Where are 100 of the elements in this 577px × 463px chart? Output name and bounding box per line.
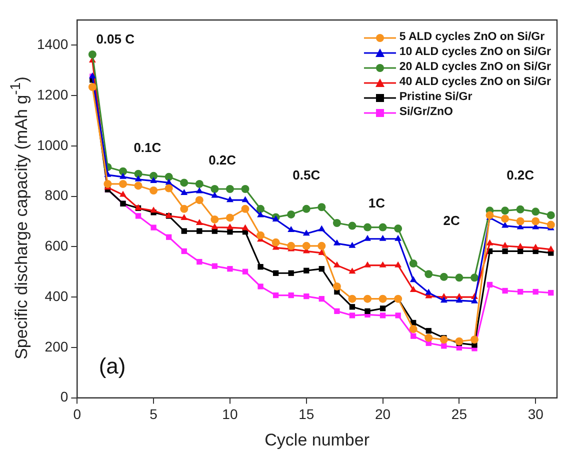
point	[272, 270, 279, 276]
point	[378, 294, 387, 303]
point	[425, 288, 432, 295]
point	[181, 228, 187, 234]
point	[134, 175, 142, 182]
point	[364, 261, 371, 268]
point	[471, 297, 478, 304]
x-tick-label: 5	[150, 406, 158, 422]
point	[302, 204, 310, 213]
annotation: (a)	[98, 354, 126, 379]
point	[181, 248, 187, 254]
point	[532, 217, 540, 226]
point	[348, 242, 356, 248]
y-tick-label: 400	[44, 288, 68, 304]
point	[501, 214, 510, 223]
point	[212, 263, 218, 269]
point	[88, 50, 96, 59]
point	[455, 337, 464, 346]
point	[424, 270, 433, 278]
point	[332, 282, 341, 290]
x-tick-label: 30	[528, 406, 544, 422]
point	[150, 206, 158, 213]
point	[486, 211, 494, 220]
point	[258, 284, 264, 290]
point	[196, 228, 202, 234]
point	[241, 185, 250, 194]
point	[380, 306, 386, 312]
point	[516, 217, 524, 226]
point	[532, 288, 538, 295]
point	[410, 286, 417, 292]
point	[364, 294, 372, 303]
point	[150, 172, 158, 180]
point	[196, 219, 203, 226]
point	[318, 266, 324, 272]
point	[196, 187, 203, 194]
legend-label: 40 ALD cycles ZnO on Si/Gr	[399, 75, 551, 90]
y-tick-label: 1400	[36, 36, 68, 52]
point	[546, 211, 555, 220]
point	[166, 234, 172, 240]
point	[287, 242, 296, 250]
point	[134, 170, 142, 178]
annotation: 0.05 C	[96, 32, 136, 47]
point	[195, 180, 204, 188]
point	[395, 312, 401, 318]
point	[364, 234, 371, 241]
point	[394, 234, 402, 241]
point	[486, 239, 494, 246]
point	[288, 292, 294, 298]
point	[318, 296, 324, 302]
point	[287, 210, 296, 218]
point	[302, 230, 310, 236]
point	[302, 242, 310, 250]
point	[546, 220, 555, 229]
point	[548, 290, 554, 296]
point	[486, 282, 493, 288]
annotation: 0.1C	[134, 140, 162, 156]
point	[88, 82, 96, 91]
annotation: 2C	[443, 213, 460, 228]
point	[135, 213, 142, 219]
point	[180, 214, 188, 220]
point	[210, 215, 219, 224]
legend-label: 10 ALD cycles ZnO on Si/Gr	[399, 45, 551, 60]
point	[409, 260, 418, 268]
point	[364, 223, 372, 232]
annotation: 0.5C	[292, 168, 321, 183]
point	[288, 226, 295, 232]
point	[532, 208, 540, 216]
point	[379, 261, 386, 268]
point	[455, 274, 464, 282]
point	[211, 223, 218, 230]
y-tick-label: 600	[44, 238, 68, 254]
point	[394, 224, 402, 233]
annotation: 0.2C	[208, 152, 237, 168]
point	[241, 204, 250, 213]
point	[424, 334, 433, 342]
legend-label: 5 ALD cycles ZnO on Si/Gr	[399, 30, 545, 45]
point	[226, 185, 234, 194]
point	[226, 214, 234, 222]
point	[258, 264, 264, 270]
point	[502, 248, 508, 254]
y-tick-label: 1000	[36, 136, 68, 153]
point	[150, 186, 158, 195]
point	[349, 312, 356, 318]
point	[470, 274, 478, 282]
y-tick-label: 0	[60, 388, 68, 405]
point	[288, 270, 294, 276]
legend-label: 20 ALD cycles ZnO on Si/Gr	[399, 60, 551, 75]
point	[502, 288, 508, 294]
point	[364, 308, 370, 314]
point	[150, 224, 156, 230]
point	[180, 189, 188, 196]
point	[256, 231, 265, 240]
point	[304, 268, 310, 274]
point	[227, 266, 233, 272]
point	[547, 245, 554, 252]
point	[257, 211, 264, 218]
point	[211, 192, 218, 198]
point	[164, 172, 173, 181]
point	[165, 178, 172, 185]
annotation: 1C	[368, 195, 386, 210]
